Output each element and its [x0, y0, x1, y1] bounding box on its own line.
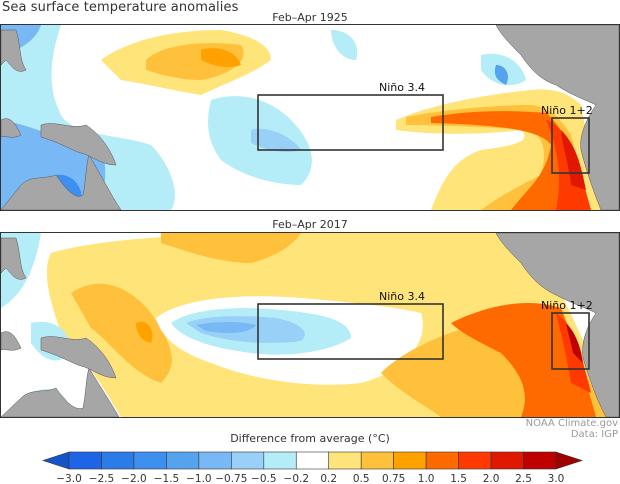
land-australia — [1, 154, 122, 210]
colorbar-tick-label: −1.0 — [186, 473, 212, 484]
colorbar-bin — [393, 451, 427, 470]
colorbar-tick-label: −0.2 — [284, 473, 310, 484]
colorbar-bin — [328, 451, 362, 470]
anomaly-warm-broad-2 — [71, 283, 172, 383]
colorbar-tick-label: 1.0 — [418, 473, 435, 484]
sst-map-2017-canvas: Niño 3.4 Niño 1+2 — [1, 233, 619, 417]
colorbar-bin — [295, 451, 330, 470]
nino34-label: Niño 3.4 — [379, 81, 425, 94]
colorbar-tick-label: 2.0 — [483, 473, 500, 484]
anomaly-warm-east-3 — [431, 111, 586, 210]
colorbar-bin — [490, 451, 524, 470]
panel-title-2017: Feb–Apr 2017 — [272, 218, 348, 231]
land-philippines — [1, 29, 27, 72]
nino34-box — [257, 303, 444, 360]
anomaly-warm-north — [161, 233, 301, 263]
colorbar-tick-label: 3.0 — [548, 473, 565, 484]
colorbar-bin — [101, 451, 135, 470]
sst-map-2017: Niño 3.4 Niño 1+2 — [0, 232, 620, 418]
anomaly-warm-north-3 — [201, 48, 241, 68]
anomaly-cool-tongue-3 — [196, 322, 256, 333]
colorbar-bin — [166, 451, 200, 470]
colorbar-bin — [458, 451, 492, 470]
nino12-box — [551, 117, 590, 174]
colorbar-tick-label: 0.75 — [382, 473, 405, 484]
data-credit: Data: IGP — [570, 429, 618, 440]
nino12-label: Niño 1+2 — [541, 299, 593, 312]
colorbar-bin — [425, 451, 459, 470]
colorbar-tick-label: −2.5 — [89, 473, 115, 484]
land-americas — [495, 233, 619, 417]
colorbar-bin — [133, 451, 167, 470]
colorbar-tick-label: −0.5 — [251, 473, 277, 484]
land-new-guinea — [40, 336, 117, 379]
sst-map-1925-canvas: Niño 3.4 Niño 1+2 — [1, 25, 619, 210]
colorbar-tick-label: 0.2 — [320, 473, 337, 484]
colorbar-bin — [68, 451, 102, 470]
anomaly-warm-broad-3 — [136, 321, 153, 343]
nino34-label: Niño 3.4 — [379, 290, 425, 303]
colorbar-tick-label: 0.5 — [353, 473, 370, 484]
colorbar-tick-label: 1.5 — [450, 473, 467, 484]
colorbar-bin — [263, 451, 297, 470]
colorbar-title: Difference from average (°C) — [230, 432, 390, 445]
anomaly-cool-central-2 — [251, 128, 301, 153]
colorbar: −3.0 −2.5 −2.0 −1.5 −1.0 −0.75 −0.5 −0.2 0.2 0.5 0… — [42, 451, 583, 484]
panel-title-1925: Feb–Apr 1925 — [272, 11, 348, 24]
nino12-label: Niño 1+2 — [541, 104, 593, 117]
sst-map-1925: Niño 3.4 Niño 1+2 — [0, 24, 620, 211]
anomaly-cool-nc — [331, 30, 358, 60]
nino34-box — [257, 94, 444, 151]
colorbar-tick-label: 2.5 — [515, 473, 532, 484]
anomaly-warm-east-2 — [451, 303, 596, 417]
colorbar-bin — [198, 451, 232, 470]
source-credit: NOAA Climate.gov — [525, 418, 618, 429]
colorbar-tick-label: −1.5 — [154, 473, 180, 484]
colorbar-tick-label: −2.0 — [121, 473, 147, 484]
anomaly-warm-east-4 — [566, 323, 583, 363]
colorbar-under-arrow — [42, 451, 70, 470]
anomaly-cool-ca-2 — [494, 65, 508, 85]
page-title: Sea surface temperature anomalies — [2, 0, 239, 15]
land-indonesia — [1, 331, 22, 351]
colorbar-bin — [523, 451, 557, 470]
colorbar-bin — [231, 451, 265, 470]
land-new-guinea — [40, 123, 117, 166]
land-australia — [1, 367, 120, 417]
colorbar-tick-label: −0.75 — [215, 473, 247, 484]
colorbar-over-arrow — [555, 451, 583, 470]
colorbar-bin — [360, 451, 394, 470]
anomaly-warm-east-5 — [561, 130, 586, 190]
land-indonesia — [1, 118, 22, 138]
land-philippines — [1, 237, 27, 280]
nino12-box — [551, 312, 590, 370]
colorbar-tick-label: −3.0 — [56, 473, 82, 484]
